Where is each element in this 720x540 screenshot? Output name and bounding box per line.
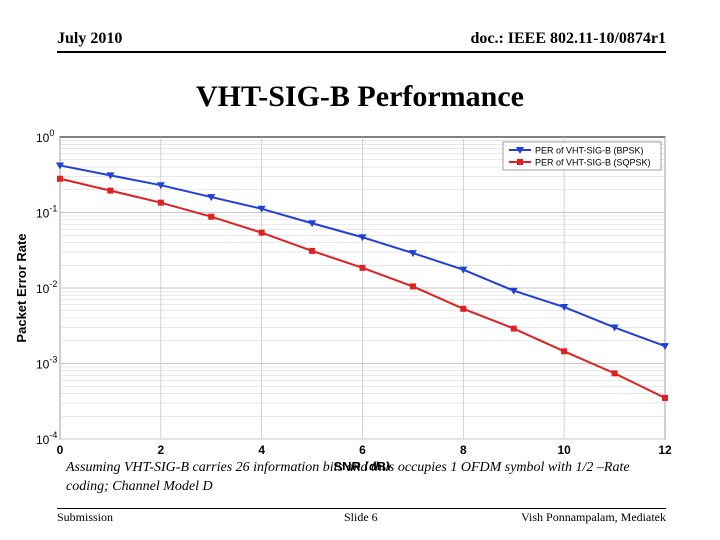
data-point: [611, 370, 618, 377]
header-date: July 2010: [57, 30, 123, 47]
y-tick-label: 10-3: [36, 355, 57, 372]
x-tick-label: 6: [359, 443, 366, 457]
legend-label: PER of VHT-SIG-B (BPSK): [535, 146, 644, 156]
legend-marker: [516, 147, 524, 154]
series-lines: [56, 162, 669, 401]
x-tick-label: 12: [658, 443, 672, 457]
data-point: [57, 175, 63, 182]
y-tick-label: 10-2: [36, 279, 57, 296]
x-tick-labels: 0 2 4 6 8 10 12: [57, 443, 672, 457]
data-point: [561, 348, 568, 355]
y-tick-label: 100: [36, 128, 54, 145]
data-point: [157, 199, 164, 206]
data-point: [107, 187, 114, 194]
data-point: [208, 213, 215, 220]
data-point: [309, 247, 316, 254]
data-point: [509, 287, 518, 295]
data-point: [257, 205, 266, 213]
data-point: [662, 394, 668, 401]
data-point: [409, 283, 416, 290]
data-point: [308, 220, 317, 228]
data-point: [560, 304, 569, 312]
legend: PER of VHT-SIG-B (BPSK) PER of VHT-SIG-B …: [502, 141, 662, 171]
data-point: [610, 324, 619, 332]
data-point: [661, 343, 669, 351]
data-point: [359, 264, 366, 271]
y-tick-labels: 100 10-1 10-2 10-3 10-4: [36, 128, 57, 447]
footer-rule: [57, 508, 666, 509]
per-chart: 100 10-1 10-2 10-3 10-4 0 2 4 6 8 10 12 Packet Err…: [14, 128, 672, 470]
data-point: [510, 325, 517, 332]
data-point: [56, 162, 64, 170]
y-tick-label: 10-1: [36, 204, 57, 221]
x-tick-label: 8: [460, 443, 467, 457]
x-tick-label: 4: [258, 443, 265, 457]
legend-label: PER of VHT-SIG-B (SQPSK): [535, 158, 651, 168]
data-point: [258, 229, 265, 236]
footer-submission: Submission: [57, 510, 114, 524]
x-axis-label: SNR (dB): [333, 459, 390, 470]
x-tick-label: 2: [157, 443, 164, 457]
slide-title: VHT-SIG-B Performance: [195, 80, 524, 113]
data-point: [156, 182, 165, 190]
data-point: [408, 250, 417, 258]
data-point: [207, 194, 216, 202]
data-point: [459, 266, 468, 274]
y-tick-label: 10-4: [36, 430, 57, 447]
grid-lines: [59, 137, 666, 440]
y-axis-label: Packet Error Rate: [14, 233, 29, 342]
legend-box: [502, 141, 662, 171]
data-point: [106, 172, 115, 180]
caption: Assuming VHT-SIG-B carries 26 informatio…: [66, 460, 630, 494]
header-doc-id: doc.: IEEE 802.11-10/0874r1: [470, 30, 666, 47]
legend-marker: [517, 159, 523, 165]
footer-author: Vish Ponnampalam, Mediatek: [521, 510, 666, 524]
data-point: [460, 305, 467, 312]
header-rule: [57, 51, 666, 53]
x-tick-label: 10: [557, 443, 571, 457]
data-point: [358, 234, 367, 242]
x-tick-label: 0: [57, 443, 64, 457]
footer-slide-number: Slide 6: [344, 510, 378, 524]
